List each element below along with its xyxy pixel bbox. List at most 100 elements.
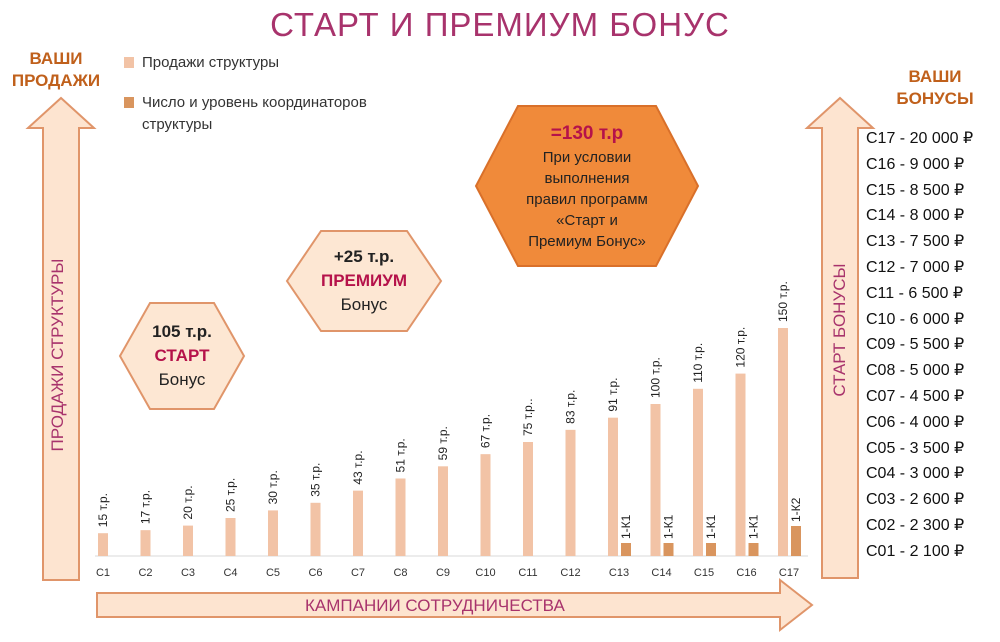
bar-sales — [310, 502, 321, 556]
bar-sales — [98, 533, 108, 556]
bar-sales — [140, 530, 151, 556]
right-header: ВАШИ БОНУСЫ — [870, 66, 1000, 110]
left-up-arrow — [25, 96, 97, 581]
bar-coordinators-label: 1-К1 — [704, 514, 718, 539]
premium-bonus-word: Бонус — [340, 295, 388, 314]
bar-sales-label: 25 т.р. — [224, 478, 238, 512]
total-bonus-cond1: При условии — [542, 148, 632, 166]
bar-sales — [523, 442, 533, 556]
bar-sales — [778, 328, 788, 556]
x-tick-label: С16 — [736, 567, 756, 579]
bar-sales-label: 15 т.р. — [96, 493, 110, 527]
bar-sales-label: 150 т.р. — [776, 281, 790, 322]
bar-sales-label: 110 т.р. — [691, 343, 705, 383]
total-bonus-cond4: «Старт и — [556, 211, 618, 229]
left-header: ВАШИ ПРОДАЖИ — [0, 48, 112, 92]
x-tick-label: С1 — [96, 567, 110, 579]
x-tick-label: С10 — [475, 567, 495, 579]
bar-sales — [608, 417, 618, 556]
premium-bonus-name: ПРЕМИУМ — [320, 271, 407, 290]
bar-sales — [650, 404, 661, 556]
bar-coordinators — [706, 543, 716, 556]
bottom-axis-label: КАМПАНИИ СОТРУДНИЧЕСТВА — [305, 596, 565, 615]
bonus-list-item: С08 - 5 000 ₽ — [866, 362, 965, 380]
bar-coordinators — [791, 526, 801, 556]
bar-sales-label: 51 т.р. — [394, 438, 408, 472]
left-header-line1: ВАШИ — [29, 49, 83, 68]
legend-swatch-sales — [124, 57, 134, 68]
start-bonus-badge: 105 т.р. СТАРТ Бонус — [118, 301, 246, 411]
bar-sales — [735, 373, 746, 556]
bonus-list-item: С15 - 8 500 ₽ — [866, 181, 965, 199]
premium-bonus-amount: +25 т.р. — [333, 247, 395, 266]
total-bonus-cond3: правил программ — [526, 190, 648, 208]
bar-sales — [395, 478, 406, 556]
bonus-list-item: С07 - 4 500 ₽ — [866, 387, 965, 405]
x-tick-label: С3 — [181, 567, 195, 579]
bar-sales — [565, 429, 576, 556]
total-bonus-cond2: выполнения — [544, 169, 630, 187]
bar-sales — [268, 510, 278, 556]
x-tick-label: С5 — [266, 567, 280, 579]
x-tick-label: С11 — [518, 567, 537, 579]
x-tick-label: С4 — [223, 567, 237, 579]
bonus-list-item: С17 - 20 000 ₽ — [866, 130, 974, 147]
bonus-list-item: С06 - 4 000 ₽ — [866, 413, 965, 431]
bonus-list-item: С02 - 2 300 ₽ — [866, 516, 965, 534]
bar-sales-label: 75 т.р.. — [521, 398, 535, 436]
start-bonus-name: СТАРТ — [154, 346, 210, 365]
x-tick-label: С15 — [694, 567, 714, 579]
bar-sales-label: 30 т.р. — [266, 470, 280, 504]
bar-sales-label: 59 т.р. — [436, 426, 450, 460]
premium-bonus-badge: +25 т.р. ПРЕМИУМ Бонус — [285, 229, 443, 333]
left-header-line2: ПРОДАЖИ — [11, 71, 101, 90]
bar-coordinators-label: 1-К2 — [789, 497, 803, 522]
total-bonus-badge: =130 т.р При условии выполнения правил п… — [474, 104, 700, 268]
start-bonus-amount: 105 т.р. — [152, 322, 212, 341]
bonus-list-item: С01 - 2 100 ₽ — [866, 542, 965, 560]
bonus-list-item: С11 - 6 500 ₽ — [866, 284, 964, 302]
start-bonus-word: Бонус — [158, 370, 206, 389]
right-header-line1: ВАШИ — [908, 67, 962, 86]
x-tick-label: С8 — [393, 567, 407, 579]
total-bonus-hexagon — [474, 105, 700, 267]
bar-sales — [480, 454, 491, 556]
legend: Продажи структуры Число и уровень коорди… — [124, 52, 372, 136]
bar-sales — [693, 388, 703, 556]
bar-coordinators — [748, 543, 759, 556]
right-header-line2: БОНУСЫ — [896, 89, 974, 108]
bonus-list: С17 - 20 000 ₽ С16 - 9 000 ₽ С15 - 8 500… — [866, 126, 973, 565]
bonus-list-item: С09 - 5 500 ₽ — [866, 336, 965, 354]
bonus-list-item: С14 - 8 000 ₽ — [866, 207, 965, 225]
bar-sales — [183, 525, 193, 556]
start-bonus-hexagon — [118, 302, 246, 410]
bar-sales — [438, 466, 448, 556]
bonus-list-item: С10 - 6 000 ₽ — [866, 310, 965, 328]
x-tick-label: С12 — [560, 567, 580, 579]
x-tick-label: С9 — [436, 567, 450, 579]
legend-item-sales: Продажи структуры — [124, 52, 372, 74]
bar-sales-label: 120 т.р. — [734, 327, 748, 368]
total-bonus-amount: =130 т.р — [550, 122, 624, 144]
bar-sales-label: 67 т.р. — [479, 414, 493, 448]
x-tick-label: С17 — [779, 567, 799, 579]
legend-label-coordinators: Число и уровень координаторов структуры — [142, 94, 367, 133]
bar-sales-label: 20 т.р. — [181, 485, 195, 519]
bonus-list-item: С04 - 3 000 ₽ — [866, 465, 965, 483]
premium-bonus-hexagon — [285, 230, 443, 332]
x-tick-label: С2 — [138, 567, 152, 579]
legend-swatch-coordinators — [124, 97, 134, 108]
bar-coordinators — [621, 543, 631, 556]
legend-label-sales: Продажи структуры — [142, 54, 280, 71]
bonus-list-item: С16 - 9 000 ₽ — [866, 155, 965, 173]
bottom-right-arrow — [96, 577, 814, 633]
chart-title: СТАРТ И ПРЕМИУМ БОНУС — [270, 6, 730, 43]
x-tick-label: С13 — [609, 567, 629, 579]
bar-coordinators-label: 1-К1 — [662, 514, 676, 539]
x-tick-label: С7 — [351, 567, 365, 579]
bonus-list-item: С05 - 3 500 ₽ — [866, 439, 965, 457]
x-tick-label: С6 — [308, 567, 322, 579]
x-tick-label: С14 — [651, 567, 671, 579]
